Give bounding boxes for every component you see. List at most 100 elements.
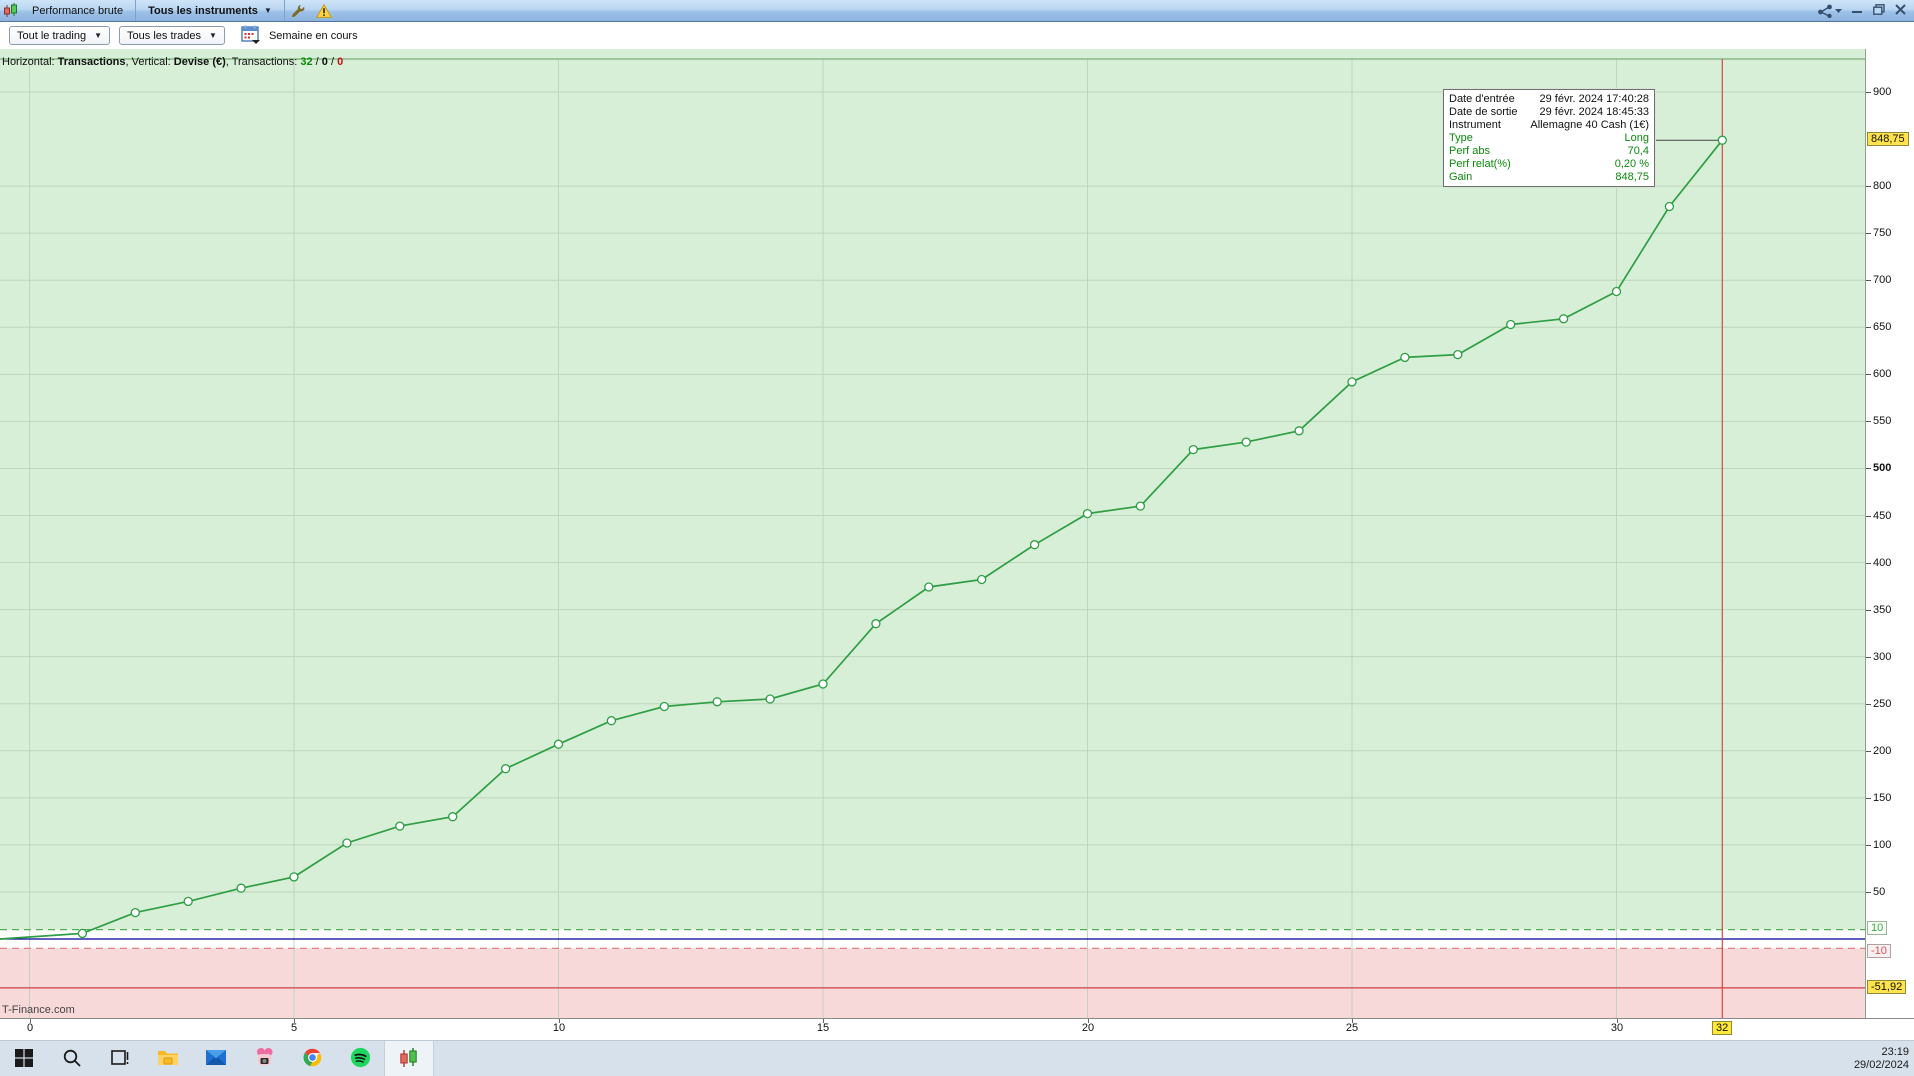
date-label: 29/02/2024 bbox=[1853, 1059, 1909, 1071]
data-point[interactable] bbox=[712, 697, 722, 707]
data-point[interactable] bbox=[1347, 377, 1357, 387]
selected-transaction-badge: 32 bbox=[1712, 1021, 1733, 1035]
tooltip-row: Perf relat(%) 0,20 % bbox=[1449, 158, 1649, 170]
task-view-taskbar-button[interactable] bbox=[96, 1041, 144, 1076]
y-tick bbox=[1866, 657, 1871, 658]
y-tick bbox=[1866, 845, 1871, 846]
warning-icon[interactable] bbox=[311, 0, 337, 21]
share-icon[interactable] bbox=[1817, 4, 1842, 18]
data-point[interactable] bbox=[871, 619, 881, 629]
y-tick bbox=[1866, 516, 1871, 517]
data-point[interactable] bbox=[1558, 314, 1569, 324]
chart-toolbar: Tout le trading ▼ Tous les trades ▼ Sema… bbox=[0, 22, 1914, 49]
trades-filter-dropdown[interactable]: Tous les trades ▼ bbox=[119, 26, 225, 45]
chrome-taskbar-button[interactable] bbox=[288, 1041, 336, 1076]
data-point[interactable] bbox=[342, 838, 352, 848]
x-tick-label: 0 bbox=[26, 1022, 34, 1034]
data-point[interactable] bbox=[977, 574, 987, 585]
wrench-icon[interactable] bbox=[285, 0, 311, 21]
x-tick bbox=[1352, 1019, 1353, 1023]
pink-app-taskbar-button[interactable] bbox=[240, 1041, 288, 1076]
data-point[interactable] bbox=[130, 907, 140, 918]
data-point[interactable] bbox=[500, 764, 511, 774]
data-point[interactable] bbox=[1717, 135, 1727, 145]
spotify-icon bbox=[350, 1047, 371, 1071]
calendar-icon[interactable] bbox=[241, 25, 261, 47]
data-point[interactable] bbox=[1664, 201, 1675, 212]
y-tick bbox=[1866, 892, 1871, 893]
y-tick-label: 150 bbox=[1873, 792, 1892, 804]
y-tick bbox=[1866, 327, 1871, 328]
data-point[interactable] bbox=[1029, 540, 1040, 550]
data-point[interactable] bbox=[606, 716, 617, 726]
data-point[interactable] bbox=[236, 883, 246, 893]
equity-curve-plot[interactable] bbox=[0, 49, 1865, 1018]
search-icon bbox=[62, 1048, 82, 1071]
taskbar-clock[interactable]: 23:19 29/02/2024 bbox=[1854, 1041, 1909, 1076]
y-tick bbox=[1866, 280, 1871, 281]
data-point[interactable] bbox=[289, 872, 299, 882]
mail-taskbar-button[interactable] bbox=[192, 1041, 240, 1076]
x-tick-label: 15 bbox=[816, 1022, 830, 1034]
trades-filter-label: Tous les trades bbox=[127, 29, 202, 42]
data-point[interactable] bbox=[183, 896, 193, 907]
lower-threshold-badge: -10 bbox=[1867, 944, 1891, 958]
data-point[interactable] bbox=[659, 701, 669, 712]
tab-tous-les-instruments[interactable]: Tous les instruments ▼ bbox=[136, 0, 284, 21]
data-point[interactable] bbox=[1294, 426, 1304, 436]
y-axis-panel: 900 800 750 700 650 600 550 500 450 400 350 300 250 2… bbox=[1865, 49, 1914, 1018]
titlebar: Performance brute Tous les instruments ▼ bbox=[0, 0, 1914, 22]
data-point[interactable] bbox=[1082, 508, 1093, 519]
data-point[interactable] bbox=[1506, 319, 1516, 330]
x-tick bbox=[823, 1019, 824, 1023]
winning-trades-count: 32 bbox=[300, 56, 313, 68]
windows-taskbar: 23:19 29/02/2024 bbox=[0, 1040, 1914, 1076]
file-explorer-taskbar-button[interactable] bbox=[144, 1041, 192, 1076]
trading-app-taskbar-button[interactable] bbox=[384, 1041, 434, 1076]
start-taskbar-button[interactable] bbox=[0, 1041, 48, 1076]
x-tick-label: 5 bbox=[290, 1022, 298, 1034]
y-tick-label: 700 bbox=[1873, 274, 1892, 286]
y-tick bbox=[1866, 563, 1871, 564]
data-point[interactable] bbox=[1611, 286, 1622, 297]
flat-trades-count: 0 bbox=[321, 56, 328, 68]
data-point[interactable] bbox=[1400, 352, 1410, 363]
data-point[interactable] bbox=[395, 821, 405, 831]
y-tick-label: 400 bbox=[1873, 557, 1892, 569]
spotify-taskbar-button[interactable] bbox=[336, 1041, 384, 1076]
trade-tooltip: Date d'entrée 29 févr. 2024 17:40:28 Date … bbox=[1442, 88, 1656, 188]
data-point[interactable] bbox=[1135, 501, 1146, 511]
y-tick-label: 800 bbox=[1873, 180, 1892, 192]
data-point[interactable] bbox=[1241, 437, 1251, 447]
y-tick bbox=[1866, 798, 1871, 799]
start-icon bbox=[14, 1048, 34, 1071]
data-point[interactable] bbox=[1453, 349, 1463, 360]
data-point[interactable] bbox=[765, 694, 775, 704]
y-tick bbox=[1866, 468, 1871, 469]
drawdown-badge: -51,92 bbox=[1867, 980, 1907, 994]
data-point[interactable] bbox=[553, 739, 564, 749]
trading-filter-dropdown[interactable]: Tout le trading ▼ bbox=[9, 26, 111, 45]
data-point[interactable] bbox=[1188, 444, 1198, 455]
y-tick bbox=[1866, 186, 1871, 187]
x-tick bbox=[30, 1019, 31, 1023]
mail-icon bbox=[205, 1049, 227, 1069]
tooltip-row: Perf abs 70,4 bbox=[1449, 145, 1649, 157]
data-point[interactable] bbox=[448, 812, 458, 822]
minimize-button[interactable] bbox=[1852, 4, 1863, 17]
tab-performance-brute[interactable]: Performance brute bbox=[32, 4, 124, 17]
x-tick-label: 25 bbox=[1345, 1022, 1359, 1034]
chart-axis-legend: Horizontal: Transactions, Vertical: Devi… bbox=[2, 56, 344, 68]
tooltip-row: Date d'entrée 29 févr. 2024 17:40:28 bbox=[1449, 93, 1649, 105]
search-taskbar-button[interactable] bbox=[48, 1041, 96, 1076]
y-tick-label: 550 bbox=[1873, 415, 1892, 427]
restore-button[interactable] bbox=[1873, 3, 1885, 18]
data-point[interactable] bbox=[924, 582, 934, 592]
close-icon[interactable] bbox=[1895, 3, 1906, 18]
losing-trades-count: 0 bbox=[337, 56, 344, 68]
file-explorer-icon bbox=[157, 1049, 179, 1070]
data-point[interactable] bbox=[77, 928, 88, 939]
performance-chart[interactable]: Horizontal: Transactions, Vertical: Devi… bbox=[0, 49, 1914, 1018]
data-point[interactable] bbox=[818, 679, 828, 689]
y-tick bbox=[1866, 374, 1871, 375]
